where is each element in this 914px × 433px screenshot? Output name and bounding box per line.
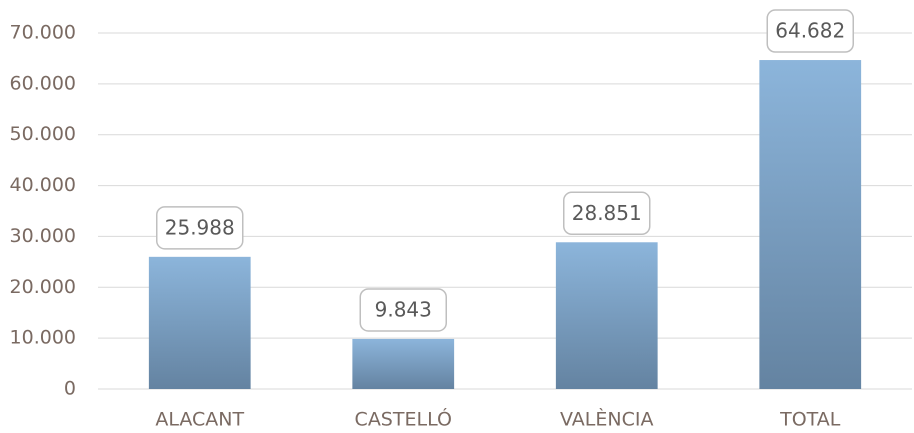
label-box bbox=[766, 9, 854, 53]
y-tick-label: 20.000 bbox=[10, 276, 76, 298]
y-tick-label: 10.000 bbox=[10, 327, 76, 349]
bar bbox=[352, 338, 455, 389]
y-tick-label: 50.000 bbox=[10, 123, 76, 145]
bar bbox=[555, 242, 658, 389]
y-tick-label: 70.000 bbox=[10, 22, 76, 44]
y-tick-label: 40.000 bbox=[10, 174, 76, 196]
data-label: 25.988 bbox=[165, 215, 235, 239]
x-tick-label: CASTELLÓ bbox=[355, 407, 452, 431]
label-box bbox=[156, 206, 244, 250]
data-label: 9.843 bbox=[375, 297, 432, 321]
y-tick-label: 30.000 bbox=[10, 225, 76, 247]
data-label: 28.851 bbox=[572, 201, 642, 225]
label-box bbox=[563, 191, 651, 236]
y-tick-label: 60.000 bbox=[10, 72, 76, 94]
bar bbox=[148, 256, 251, 389]
x-tick-label: TOTAL bbox=[779, 409, 841, 431]
bar bbox=[759, 60, 862, 389]
label-box bbox=[359, 288, 447, 332]
y-tick-label: 0 bbox=[64, 378, 76, 400]
data-label: 64.682 bbox=[775, 19, 845, 43]
x-tick-label: ALACANT bbox=[155, 409, 244, 431]
x-tick-label: VALÈNCIA bbox=[560, 408, 653, 431]
